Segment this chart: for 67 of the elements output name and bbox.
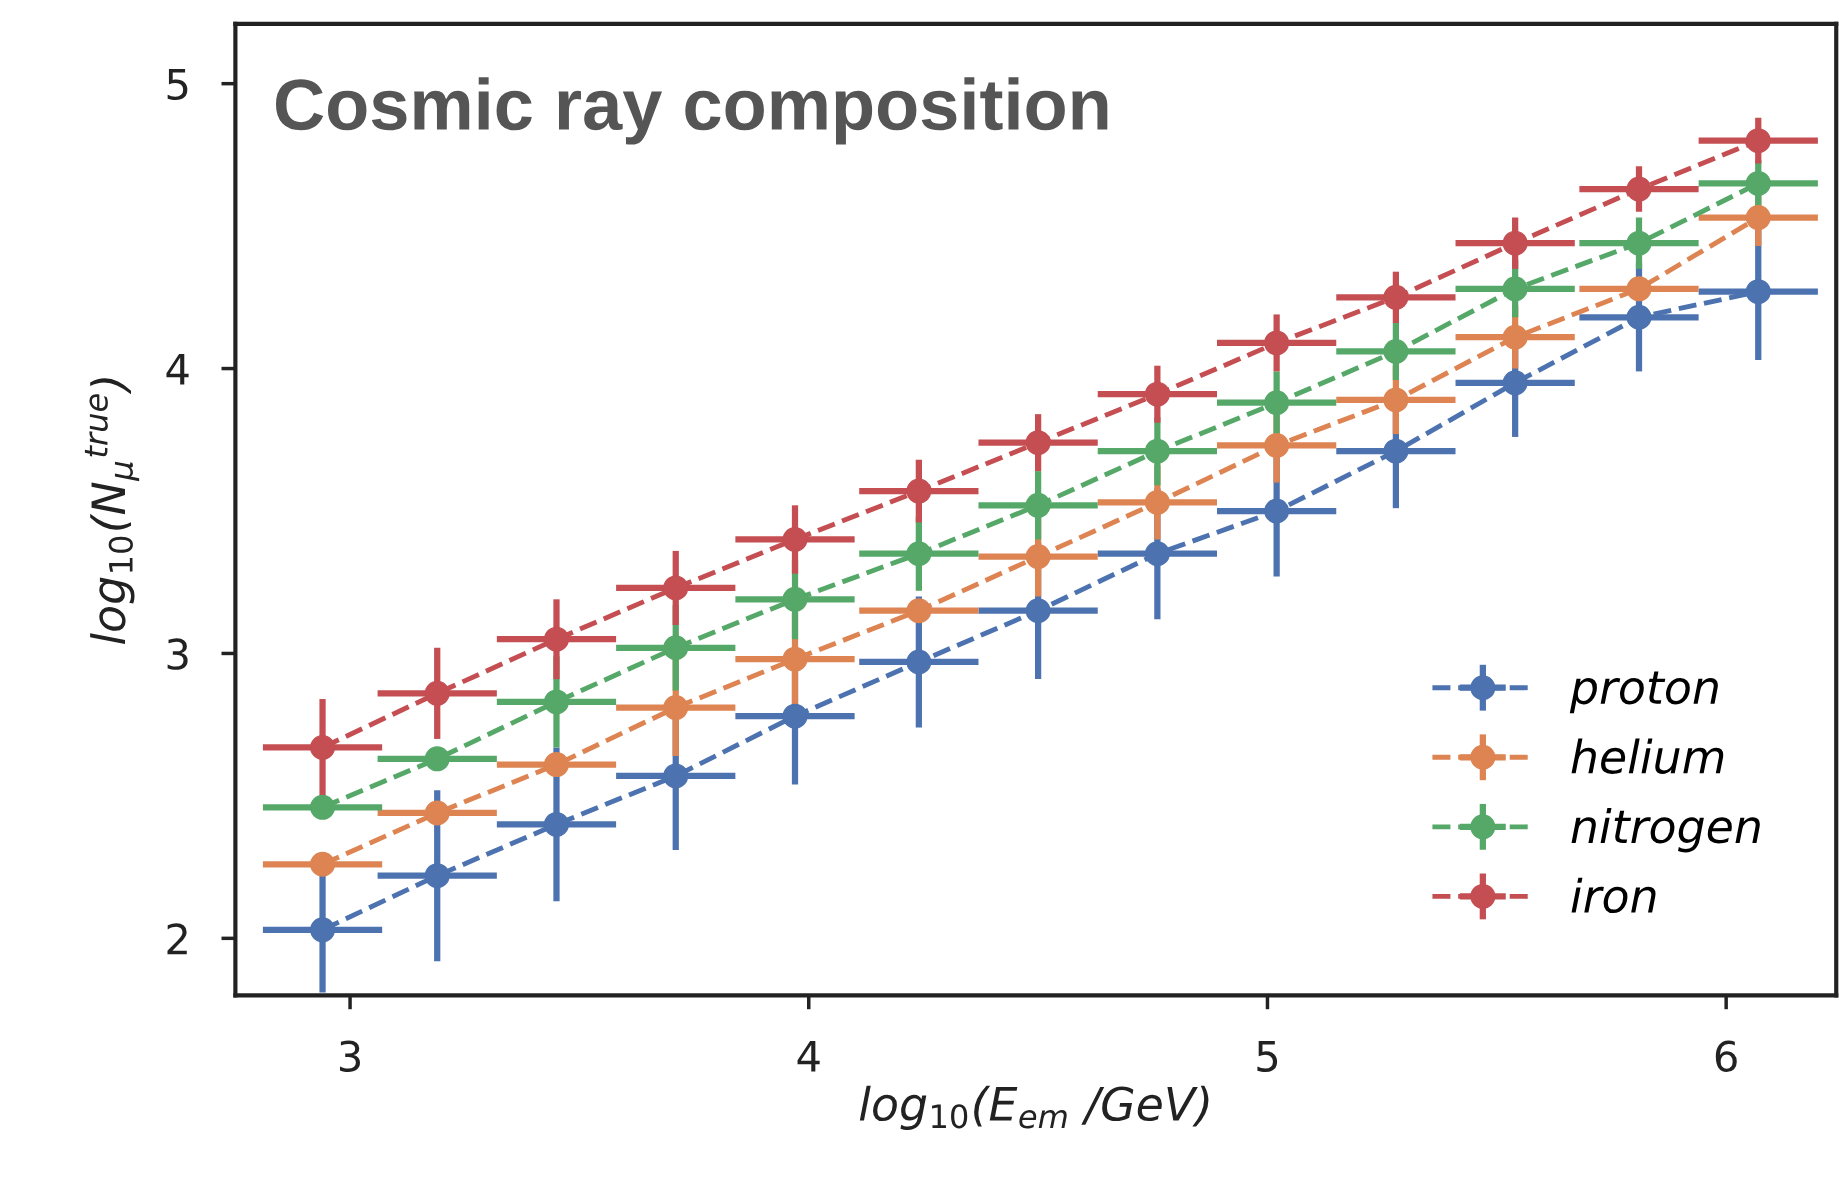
point (906, 598, 932, 624)
point (1144, 541, 1170, 567)
point (543, 689, 569, 715)
x-tick-label: 5 (1257, 1041, 1278, 1073)
point (1264, 330, 1290, 356)
point (1383, 284, 1409, 310)
point (1745, 205, 1771, 231)
point (1626, 230, 1652, 256)
point (424, 746, 450, 772)
point (310, 734, 336, 760)
point (663, 635, 689, 661)
point (543, 811, 569, 837)
point (424, 680, 450, 706)
point (1626, 276, 1652, 302)
y-tick-label: 3 (167, 638, 188, 670)
point (1025, 492, 1051, 518)
point (1264, 498, 1290, 524)
point (782, 586, 808, 612)
point (310, 917, 336, 943)
point (1745, 128, 1771, 154)
point (782, 646, 808, 672)
point (1383, 338, 1409, 364)
point (1025, 544, 1051, 570)
point (663, 695, 689, 721)
point (1383, 387, 1409, 413)
point (906, 541, 932, 567)
point (782, 526, 808, 552)
point (424, 863, 450, 889)
y-tick-label: 4 (166, 354, 189, 385)
point (543, 752, 569, 778)
point (906, 478, 932, 504)
point (663, 575, 689, 601)
point (310, 794, 336, 820)
point (1745, 170, 1771, 196)
point (1502, 230, 1528, 256)
legend-label: iron (1571, 877, 1656, 914)
legend-label: helium (1571, 738, 1724, 774)
point (1264, 390, 1290, 416)
point (1626, 304, 1652, 330)
y-tick-label: 5 (167, 69, 188, 101)
point (782, 703, 808, 729)
x-axis-title: log$_{10}$(E$_{em}$ /GeV) (859, 1085, 1209, 1130)
x-tick-label: 4 (797, 1041, 820, 1072)
point (1144, 381, 1170, 407)
point (1025, 430, 1051, 456)
point (310, 851, 336, 877)
point (906, 649, 932, 675)
point (1502, 276, 1528, 302)
x-tick-label: 3 (339, 1040, 360, 1073)
point (1144, 489, 1170, 515)
point (1745, 279, 1771, 305)
point (424, 800, 450, 826)
point (1383, 438, 1409, 464)
point (1264, 432, 1290, 458)
point (1502, 370, 1528, 396)
legend-label: proton (1569, 671, 1718, 714)
point (663, 763, 689, 789)
x-tick-label: 6 (1715, 1040, 1737, 1073)
point (1025, 598, 1051, 624)
y-axis-title: log$_{10}$(N$_{μ}$$^{true}$) (84, 378, 140, 645)
legend-label: nitrogen (1571, 808, 1760, 853)
y-tick-label: 2 (167, 923, 187, 955)
text: Cosmic ray composition (275, 77, 1108, 145)
point (543, 626, 569, 652)
point (1502, 324, 1528, 350)
point (1626, 176, 1652, 202)
point (1144, 438, 1170, 464)
